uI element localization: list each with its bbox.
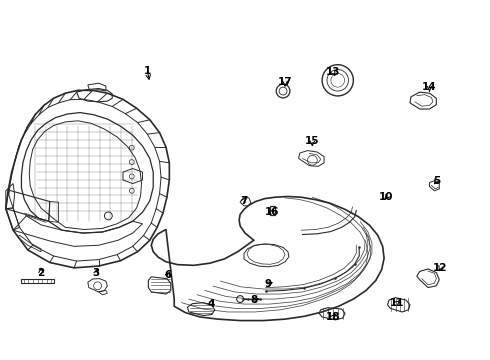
Text: 9: 9 [265, 279, 272, 289]
Text: 10: 10 [379, 192, 394, 202]
Text: 14: 14 [422, 82, 437, 93]
Text: 13: 13 [326, 67, 340, 77]
Text: 8: 8 [250, 295, 257, 305]
Text: 6: 6 [164, 270, 171, 280]
Text: 15: 15 [305, 136, 319, 146]
Text: 7: 7 [240, 196, 247, 206]
Text: 3: 3 [93, 268, 100, 278]
Text: 17: 17 [278, 77, 293, 87]
Text: 5: 5 [433, 176, 440, 186]
Text: 11: 11 [390, 298, 405, 308]
Text: 12: 12 [433, 263, 447, 273]
Text: 4: 4 [207, 299, 215, 309]
Text: 18: 18 [326, 312, 340, 322]
Text: 16: 16 [265, 207, 279, 217]
Text: 1: 1 [144, 66, 151, 76]
Text: 2: 2 [37, 268, 45, 278]
